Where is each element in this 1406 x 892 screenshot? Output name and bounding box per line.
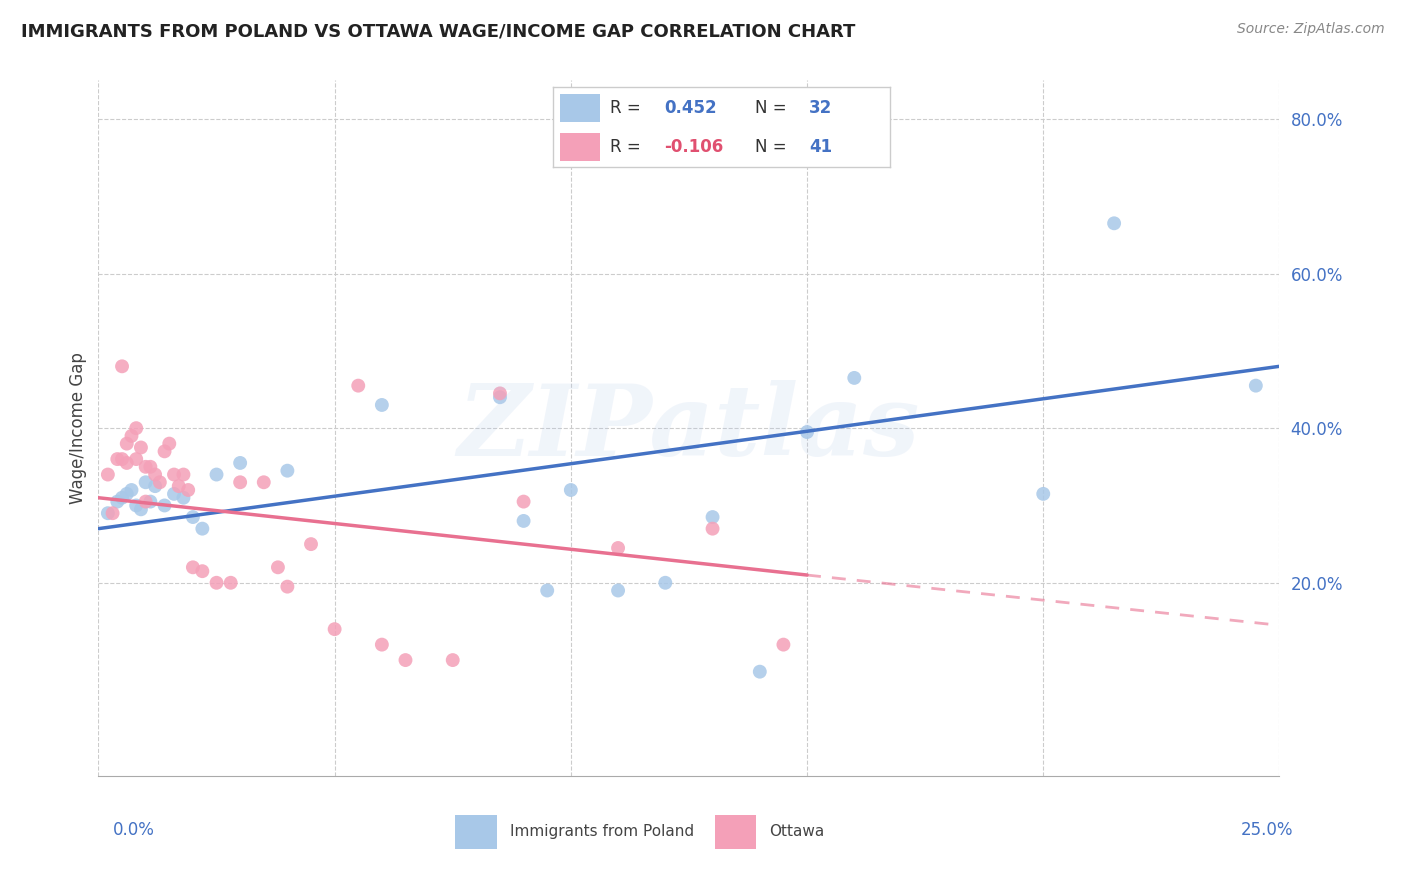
Text: Source: ZipAtlas.com: Source: ZipAtlas.com [1237, 22, 1385, 37]
Point [135, 475, 157, 490]
Point [105, 452, 128, 467]
Point [167, 479, 190, 493]
Point [512, 494, 534, 508]
Point [560, 483, 582, 497]
Point [157, 436, 180, 450]
Point [394, 653, 416, 667]
Point [323, 622, 346, 636]
Point [163, 487, 186, 501]
Point [177, 483, 200, 497]
Point [702, 510, 724, 524]
Point [139, 494, 162, 508]
Point [441, 653, 464, 667]
Point [253, 475, 276, 490]
Point [191, 564, 214, 578]
Point [111, 359, 134, 374]
Point [512, 514, 534, 528]
Point [97, 467, 120, 482]
Point [143, 479, 166, 493]
Point [276, 580, 298, 594]
Text: 0.0%: 0.0% [112, 821, 155, 838]
Point [115, 487, 138, 501]
Point [347, 378, 370, 392]
Point [101, 506, 124, 520]
Point [181, 560, 204, 574]
Point [111, 452, 134, 467]
Point [702, 522, 724, 536]
Point [371, 638, 394, 652]
Point [129, 502, 152, 516]
Point [748, 665, 770, 679]
Point [121, 429, 143, 443]
Point [299, 537, 322, 551]
Point [1244, 378, 1267, 392]
Point [267, 560, 290, 574]
Point [181, 510, 204, 524]
Point [229, 475, 252, 490]
Point [1102, 216, 1125, 230]
Point [796, 425, 818, 439]
Point [121, 483, 143, 497]
Point [607, 541, 630, 555]
Text: IMMIGRANTS FROM POLAND VS OTTAWA WAGE/INCOME GAP CORRELATION CHART: IMMIGRANTS FROM POLAND VS OTTAWA WAGE/IN… [21, 22, 855, 40]
Text: 25.0%: 25.0% [1241, 821, 1294, 838]
Point [153, 499, 176, 513]
Point [607, 583, 630, 598]
Point [371, 398, 394, 412]
Point [135, 494, 157, 508]
Point [205, 575, 228, 590]
Point [276, 464, 298, 478]
Point [149, 475, 172, 490]
Point [139, 459, 162, 474]
Point [536, 583, 558, 598]
Text: ZIPatlas: ZIPatlas [458, 380, 920, 476]
Point [489, 390, 512, 404]
Point [111, 491, 134, 505]
Point [772, 638, 794, 652]
Point [125, 499, 148, 513]
Point [1032, 487, 1054, 501]
Point [153, 444, 176, 458]
Point [125, 452, 148, 467]
Point [105, 494, 128, 508]
Point [135, 459, 157, 474]
Point [654, 575, 676, 590]
Point [219, 575, 242, 590]
Point [489, 386, 512, 401]
Point [115, 436, 138, 450]
Point [191, 522, 214, 536]
Point [844, 371, 866, 385]
Point [125, 421, 148, 435]
Point [163, 467, 186, 482]
Point [205, 467, 228, 482]
Point [115, 456, 138, 470]
Point [172, 491, 194, 505]
Point [172, 467, 194, 482]
Point [143, 467, 166, 482]
Y-axis label: Wage/Income Gap: Wage/Income Gap [69, 352, 87, 504]
Point [129, 441, 152, 455]
Point [97, 506, 120, 520]
Point [229, 456, 252, 470]
